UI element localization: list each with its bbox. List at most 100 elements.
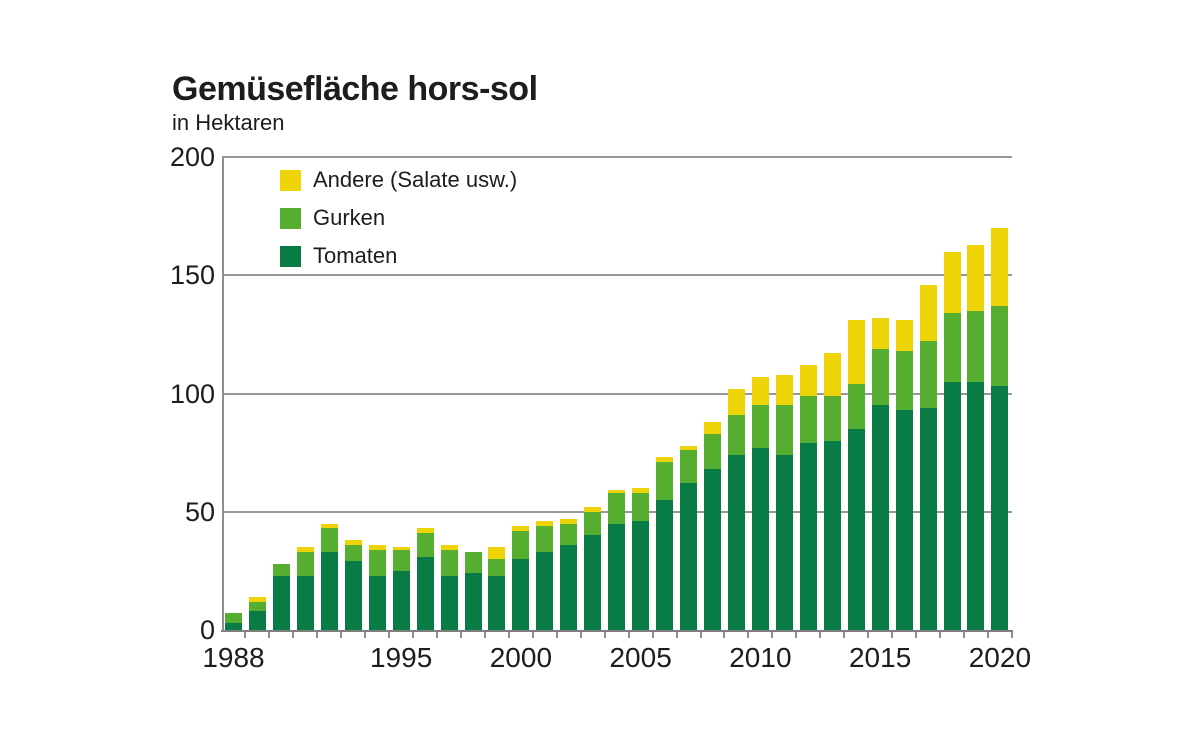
bar-1997-gurken — [440, 549, 458, 576]
gridline-200 — [222, 156, 1012, 158]
bar-2019-andere-salate-usw — [967, 244, 985, 311]
bar-1990-tomaten — [272, 575, 290, 630]
bar-1998-gurken — [464, 551, 482, 574]
bar-2012-andere-salate-usw — [799, 365, 817, 396]
legend-item: Tomaten — [280, 243, 517, 269]
bar-2020-tomaten — [991, 386, 1009, 630]
legend-swatch-icon — [280, 207, 301, 229]
bar-2013-tomaten — [823, 440, 841, 630]
x-minor-tick — [747, 632, 750, 638]
bar-2011-gurken — [775, 405, 793, 455]
x-tick-label-2020: 2020 — [968, 642, 1032, 673]
x-minor-tick — [316, 632, 319, 638]
bar-2006-gurken — [656, 462, 674, 500]
y-tick-label-50: 50 — [184, 496, 215, 527]
bar-1998-tomaten — [464, 573, 482, 630]
bar-2010-tomaten — [751, 447, 769, 630]
bar-1992-gurken — [320, 528, 338, 552]
bar-2001-tomaten — [536, 551, 554, 630]
bar-2019-tomaten — [967, 381, 985, 630]
bar-2000-tomaten — [512, 559, 530, 630]
bar-2006-andere-salate-usw — [656, 457, 674, 463]
x-minor-tick — [364, 632, 367, 638]
bar-1988-tomaten — [225, 622, 242, 630]
gridline-100 — [222, 392, 1012, 395]
bar-1996-tomaten — [416, 556, 434, 630]
x-minor-tick — [555, 632, 558, 638]
bar-2008-tomaten — [704, 469, 721, 630]
x-minor-tick — [1010, 632, 1013, 638]
x-minor-tick — [603, 632, 606, 638]
bar-2008-andere-salate-usw — [704, 421, 721, 434]
x-minor-tick — [795, 632, 798, 638]
x-minor-tick — [460, 632, 462, 638]
bar-1988-gurken — [225, 613, 242, 623]
bar-2004-andere-salate-usw — [608, 490, 626, 493]
x-tick-label-2000: 2000 — [489, 642, 553, 673]
bar-2007-andere-salate-usw — [680, 445, 698, 451]
bar-1997-tomaten — [440, 575, 458, 630]
bar-1999-tomaten — [488, 575, 506, 630]
x-minor-tick — [507, 632, 510, 638]
bar-2000-gurken — [512, 530, 530, 560]
bar-2020-andere-salate-usw — [991, 227, 1009, 306]
x-minor-tick — [388, 632, 391, 638]
bar-2003-tomaten — [584, 535, 602, 630]
x-minor-tick — [939, 632, 941, 638]
y-tick-label-200: 200 — [169, 142, 215, 172]
bar-2012-gurken — [799, 395, 817, 444]
legend-label: Gurken — [313, 205, 386, 230]
bar-1996-andere-salate-usw — [416, 528, 434, 534]
bar-1999-andere-salate-usw — [488, 547, 506, 560]
x-minor-tick — [843, 632, 846, 638]
bar-2013-gurken — [823, 395, 841, 441]
y-tick-label-100: 100 — [169, 378, 215, 409]
legend-item: Gurken — [280, 205, 517, 231]
x-axis-line — [221, 630, 1013, 632]
bar-2013-andere-salate-usw — [823, 353, 841, 396]
bar-2009-andere-salate-usw — [727, 388, 745, 415]
bar-2005-gurken — [632, 492, 650, 522]
bar-2000-andere-salate-usw — [512, 525, 530, 531]
x-minor-tick — [579, 632, 582, 638]
bar-1991-andere-salate-usw — [296, 547, 314, 552]
bar-1996-gurken — [416, 533, 434, 557]
legend-label: Tomaten — [313, 243, 398, 268]
bar-1991-gurken — [296, 551, 314, 576]
x-minor-tick — [915, 632, 918, 638]
y-tick-label-0: 0 — [199, 615, 215, 645]
bar-2014-tomaten — [847, 428, 865, 630]
bar-2006-tomaten — [656, 499, 674, 630]
bar-2008-gurken — [704, 433, 721, 470]
legend: Andere (Salate usw.) Gurken Tomaten — [280, 167, 517, 281]
bar-2020-gurken — [991, 306, 1009, 387]
x-tick-label-1995: 1995 — [369, 642, 433, 673]
bar-1994-tomaten — [368, 575, 386, 630]
x-minor-tick — [412, 632, 415, 638]
x-minor-tick — [531, 632, 534, 638]
bar-1989-andere-salate-usw — [248, 596, 266, 602]
bar-2007-gurken — [680, 450, 698, 484]
bar-1995-andere-salate-usw — [392, 547, 410, 550]
x-minor-tick — [986, 632, 989, 638]
x-minor-tick — [891, 632, 894, 638]
bar-2015-andere-salate-usw — [871, 317, 889, 349]
x-minor-tick — [292, 632, 295, 638]
bar-1992-tomaten — [320, 551, 338, 630]
bar-1990-gurken — [272, 563, 290, 576]
bar-2016-tomaten — [895, 410, 913, 630]
bar-2018-andere-salate-usw — [943, 251, 961, 314]
bar-1999-gurken — [488, 559, 506, 576]
bar-2014-andere-salate-usw — [847, 320, 865, 385]
x-tick-label-2015: 2015 — [848, 642, 912, 673]
bar-2014-gurken — [847, 384, 865, 429]
chart-subtitle: in Hektaren — [172, 110, 285, 135]
bar-2004-tomaten — [608, 523, 626, 630]
x-minor-tick — [268, 632, 271, 638]
bar-2005-tomaten — [632, 521, 650, 630]
chart-title: Gemüsefläche hors-sol — [172, 70, 538, 108]
bar-1995-tomaten — [392, 570, 410, 630]
bar-2002-tomaten — [560, 544, 578, 630]
bar-1993-gurken — [344, 544, 362, 562]
legend-label: Andere (Salate usw.) — [313, 167, 518, 192]
